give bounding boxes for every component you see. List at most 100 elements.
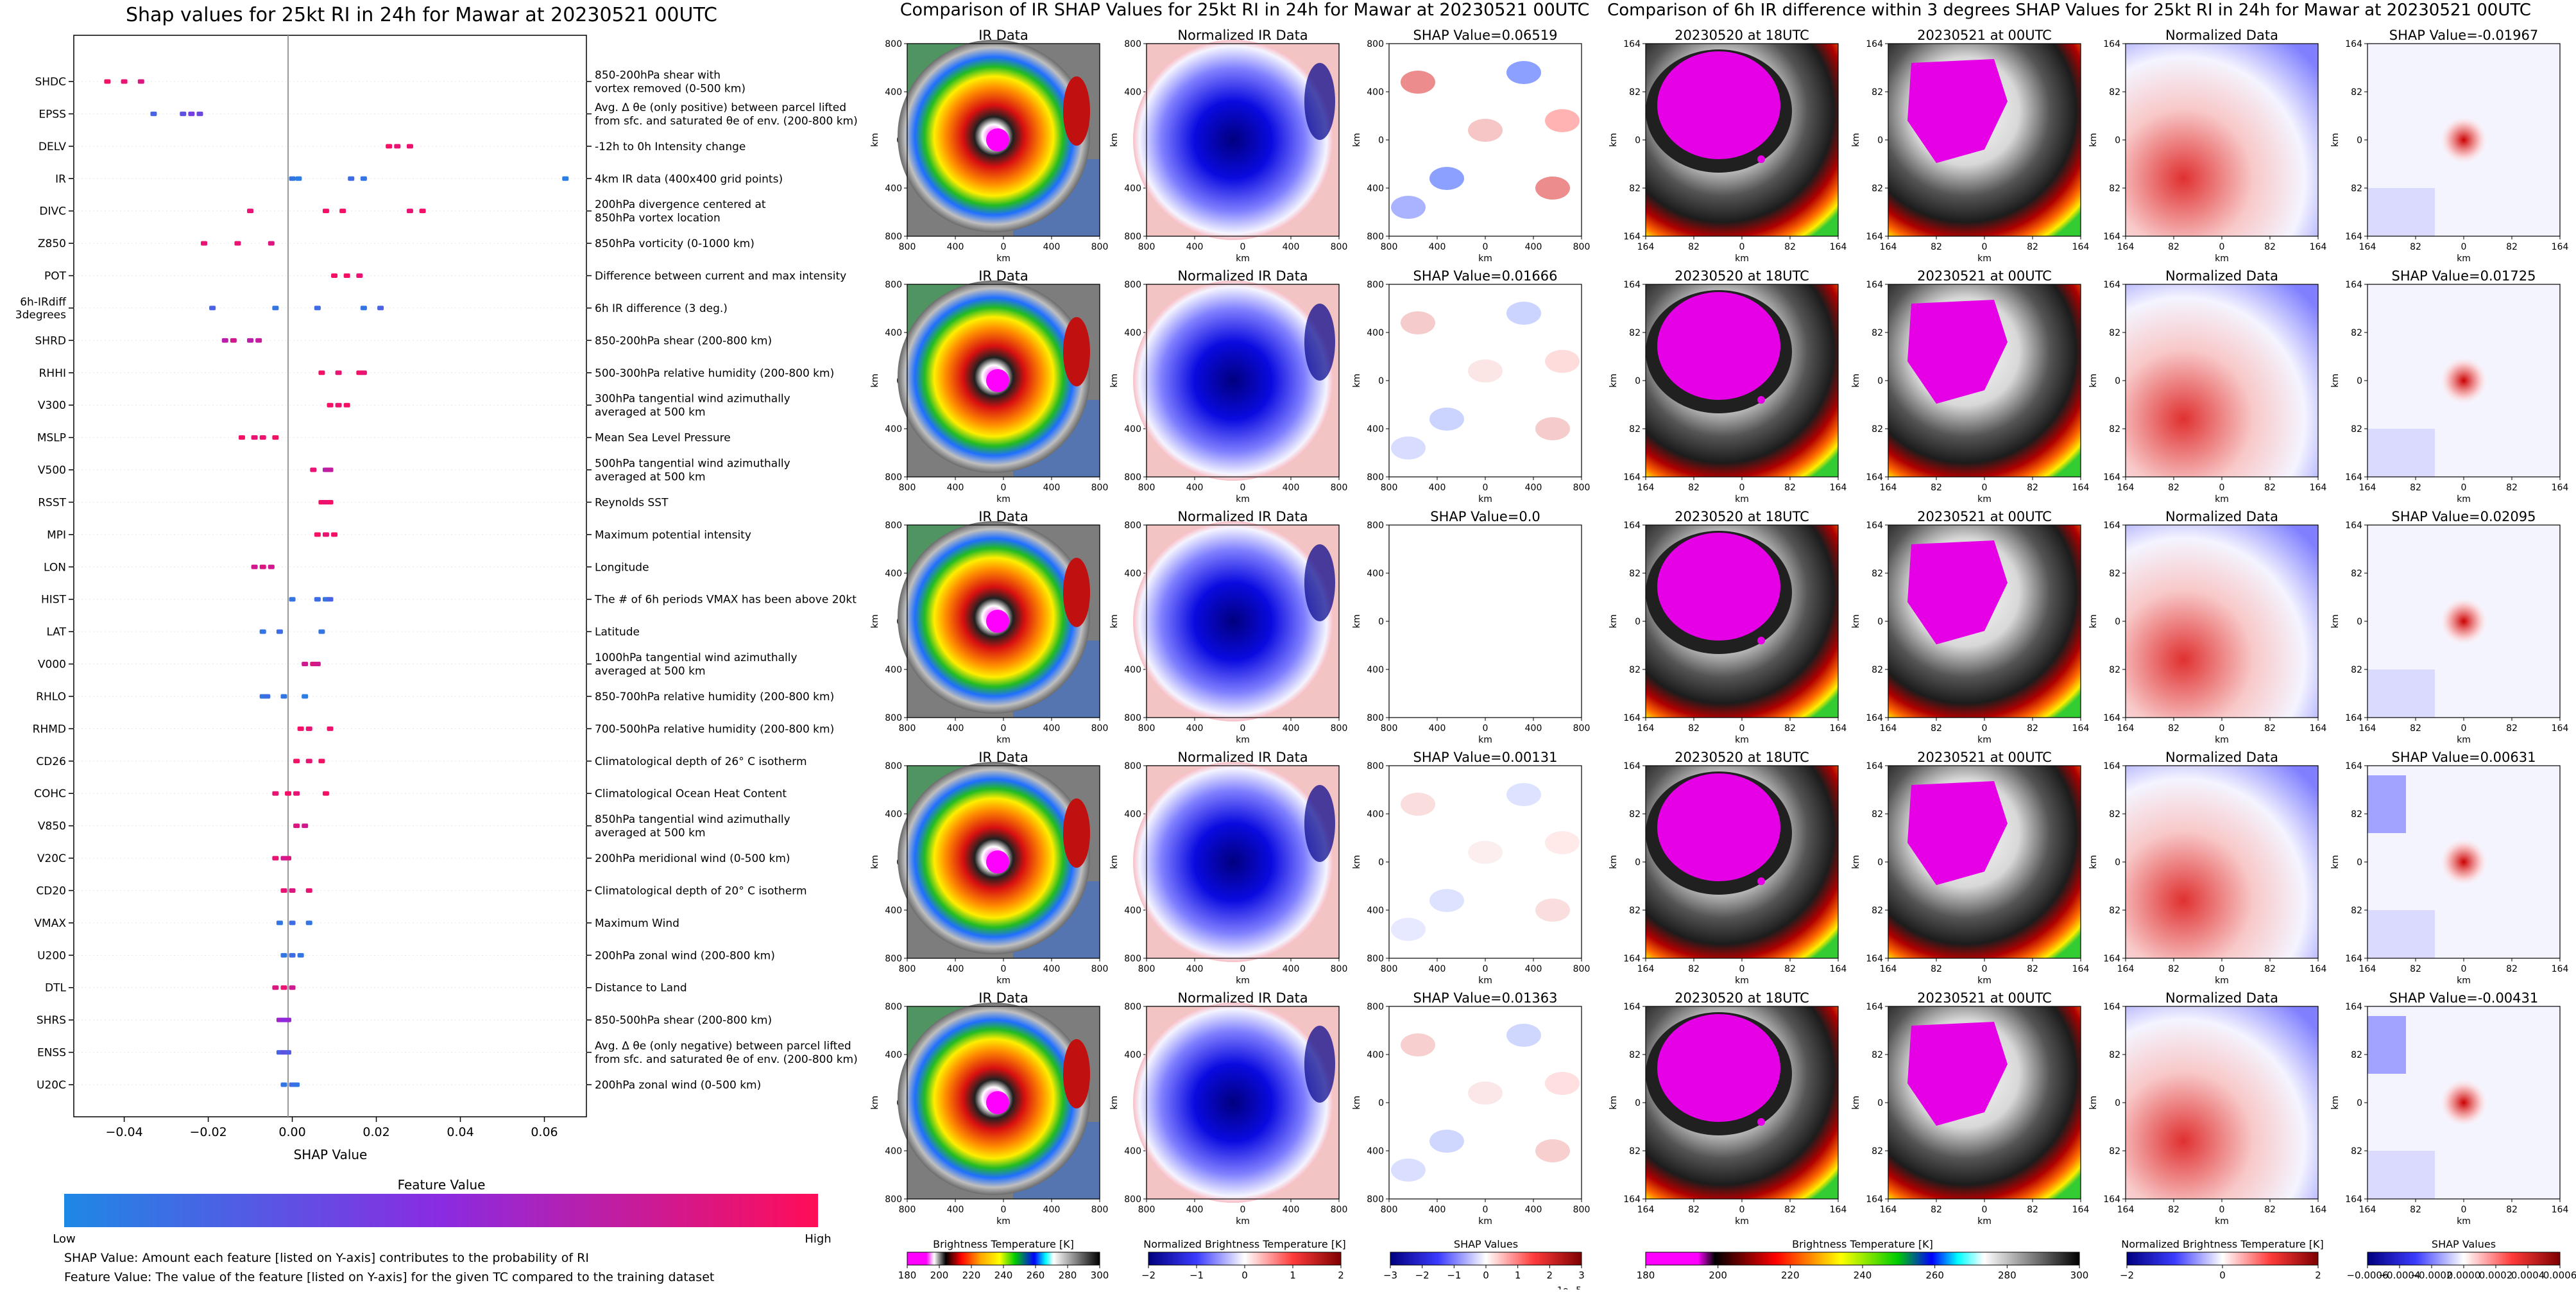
x-tick-label: 400 <box>1525 964 1542 974</box>
x-tick-label: 0 <box>1001 964 1007 974</box>
shap-point <box>356 273 363 279</box>
subplot-title: 20230520 at 18UTC <box>1675 509 1809 524</box>
y-tick-label: 82 <box>1629 569 1641 579</box>
colorbar-tick-label: −2 <box>1415 1270 1429 1281</box>
feature-label: RHLO <box>36 691 66 703</box>
x-tick-label: 164 <box>2359 242 2376 252</box>
y-tick-label: 164 <box>1623 280 1641 290</box>
shap-map-bg <box>1389 1006 1582 1199</box>
x-axis-label: km <box>1478 976 1492 986</box>
shap-point <box>272 306 279 311</box>
feature-label: V500 <box>38 464 66 477</box>
subplot-title: SHAP Value=-0.01967 <box>2389 28 2539 43</box>
y-tick-label: 400 <box>1367 1146 1384 1157</box>
y-tick-label: 0 <box>1877 135 1883 146</box>
colorbar-tick-label: 1 <box>1290 1270 1296 1281</box>
x-tick-label: 400 <box>1525 242 1542 252</box>
shap-point <box>310 467 317 472</box>
x-tick-label: 82 <box>2264 964 2276 974</box>
shap-point <box>322 791 329 796</box>
x-tick-label: 800 <box>1091 964 1109 974</box>
x-tick-label: 400 <box>1429 483 1446 493</box>
feature-description: Avg. Δ θe (only positive) between parcel… <box>595 101 846 114</box>
shap-blob <box>1401 311 1435 334</box>
shap-blob <box>1535 177 1570 200</box>
feature-description: Avg. Δ θe (only negative) between parcel… <box>595 1040 851 1053</box>
y-tick-label: 164 <box>2345 39 2362 49</box>
shap-point <box>272 791 279 796</box>
x-tick-label: 0 <box>2461 483 2467 493</box>
y-tick-label: 0 <box>1635 135 1641 146</box>
x-tick-label: 0 <box>1001 1205 1007 1215</box>
x-tick-label: 0.04 <box>447 1125 473 1139</box>
feature-label: RHHI <box>39 367 66 380</box>
norm-rainband <box>1304 1026 1335 1103</box>
y-tick-label: 400 <box>1124 809 1141 820</box>
x-tick-label: 0 <box>1240 723 1246 734</box>
y-tick-label: 400 <box>1367 569 1384 579</box>
y-tick-label: 82 <box>1629 328 1641 338</box>
shap-point <box>302 823 309 829</box>
x-axis-label: km <box>1478 254 1492 264</box>
cold-cloud-top <box>1907 300 2008 404</box>
x-tick-label: 164 <box>1637 1205 1655 1215</box>
y-axis-label: km <box>1109 1096 1120 1110</box>
y-axis-label: km <box>2088 855 2099 869</box>
feature-label: MSLP <box>37 432 66 445</box>
x-tick-label: 82 <box>2264 483 2276 493</box>
y-tick-label: 164 <box>1866 713 1883 723</box>
x-axis-label: km <box>1735 735 1749 745</box>
y-axis-label: km <box>1352 614 1362 628</box>
subplot-frame <box>1146 1006 1340 1200</box>
shap-point <box>322 209 329 214</box>
x-tick-label: 82 <box>1784 723 1796 734</box>
x-tick-label: 800 <box>1381 723 1398 734</box>
y-axis-label: km <box>1851 133 1861 147</box>
x-tick-label: 82 <box>2410 483 2421 493</box>
y-tick-label: 0 <box>1378 135 1384 146</box>
shap-map-bg <box>1389 525 1582 718</box>
x-tick-label: 400 <box>1525 723 1542 734</box>
x-tick-label: 400 <box>1283 1205 1300 1215</box>
shap-point <box>289 920 296 926</box>
y-tick-label: 0 <box>2357 135 2362 146</box>
shap-blob <box>2367 429 2435 477</box>
feature-label: RHMD <box>33 723 66 736</box>
x-axis-label: km <box>1977 494 1992 504</box>
feature-description: 850-700hPa relative humidity (200-800 km… <box>595 691 834 703</box>
shap-blob <box>1391 1158 1426 1182</box>
y-axis-label: km <box>1352 374 1362 388</box>
shap-hotspot <box>2439 1078 2489 1128</box>
x-axis-label: km <box>1478 1216 1492 1227</box>
shap-point <box>394 144 401 149</box>
y-tick-label: 82 <box>2351 665 2362 675</box>
x-tick-label: 82 <box>1931 242 1942 252</box>
x-tick-label: 82 <box>2506 1205 2518 1215</box>
x-axis-label: km <box>996 976 1011 986</box>
feature-label: LAT <box>46 626 66 639</box>
x-tick-label: 0 <box>2219 723 2225 734</box>
shap-blob <box>2367 910 2435 958</box>
shap-point <box>318 370 325 375</box>
x-tick-label: 164 <box>2072 1205 2090 1215</box>
shap-blob <box>1506 302 1541 325</box>
colorbar-label: SHAP Values <box>1454 1238 1518 1250</box>
shap-point <box>343 273 350 279</box>
cold-cloud-top <box>1907 781 2008 885</box>
y-tick-label: 800 <box>885 472 902 483</box>
x-tick-label: 400 <box>1429 242 1446 252</box>
y-axis-label: km <box>2330 133 2341 147</box>
x-tick-label: 800 <box>1381 1205 1398 1215</box>
y-tick-label: 400 <box>885 569 902 579</box>
y-axis-label: km <box>1608 855 1619 869</box>
shap-point <box>289 985 296 990</box>
x-tick-label: 400 <box>1043 964 1061 974</box>
colorbar-tick-label: 220 <box>1781 1270 1800 1281</box>
subplot-title: 20230521 at 00UTC <box>1917 750 2052 765</box>
shap-point <box>562 176 569 181</box>
x-tick-label: 0 <box>1483 964 1488 974</box>
x-tick-label: 800 <box>1381 242 1398 252</box>
y-axis-label: km <box>1851 614 1861 628</box>
shap-point <box>234 241 241 246</box>
x-tick-label: 164 <box>2552 483 2569 493</box>
